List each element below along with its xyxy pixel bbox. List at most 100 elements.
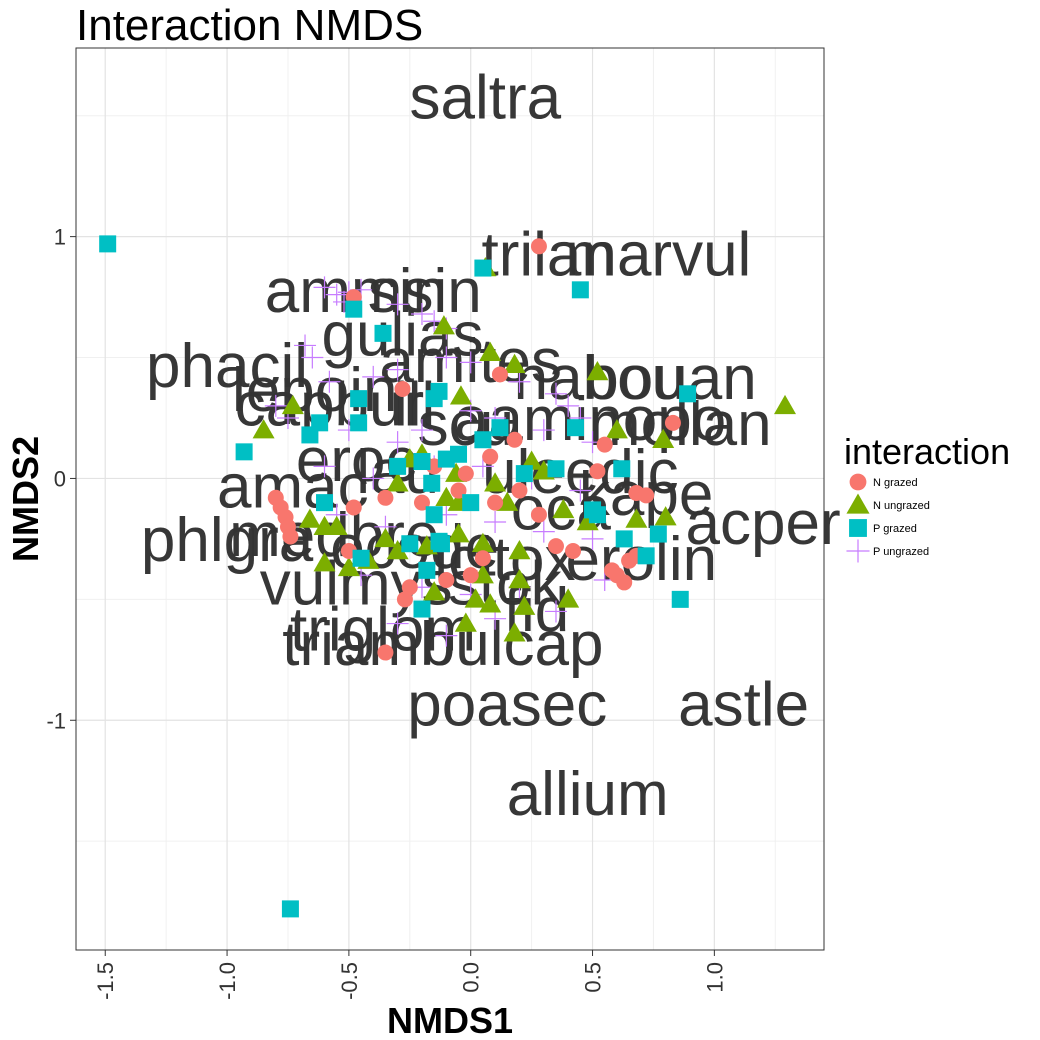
species-label-trilan: trilan: [481, 221, 615, 290]
point-n-ungrazed: [464, 588, 487, 608]
point-p-ungrazed: [557, 394, 580, 417]
point-n-ungrazed: [298, 508, 321, 528]
point-n-grazed: [511, 482, 528, 499]
point-p-ungrazed: [544, 382, 567, 405]
species-label-allium: allium: [507, 760, 669, 829]
point-p-grazed: [235, 443, 253, 461]
point-n-grazed: [282, 528, 299, 545]
point-n-grazed: [565, 542, 582, 559]
point-p-grazed: [615, 530, 633, 548]
point-p-grazed: [352, 549, 370, 567]
point-n-ungrazed: [605, 419, 628, 439]
point-p-grazed: [423, 474, 441, 492]
point-p-grazed: [450, 445, 468, 463]
point-p-grazed: [547, 460, 565, 478]
point-p-grazed: [316, 494, 334, 512]
point-p-grazed: [571, 281, 589, 299]
species-label-ammsin: ammsin: [265, 257, 482, 326]
point-p-ungrazed: [581, 527, 604, 550]
point-n-ungrazed: [484, 472, 507, 492]
point-n-grazed: [506, 431, 523, 448]
x-tick-label: 0.0: [459, 962, 484, 993]
point-n-ungrazed: [432, 315, 455, 335]
point-n-ungrazed: [625, 508, 648, 528]
point-p-grazed: [637, 547, 655, 565]
point-n-ungrazed: [552, 498, 575, 519]
legend-key-n-ungrazed: [846, 493, 870, 514]
point-p-grazed: [345, 300, 363, 318]
point-p-grazed: [671, 590, 689, 608]
y-axis-ticks: -1 0 1: [46, 225, 76, 733]
x-tick-label: -1.5: [93, 962, 118, 1000]
point-p-ungrazed: [386, 612, 409, 635]
point-p-ungrazed: [410, 419, 433, 442]
point-n-ungrazed: [479, 593, 502, 613]
species-label-triamb: triamb: [282, 610, 454, 679]
point-p-ungrazed: [313, 276, 336, 299]
point-n-ungrazed: [652, 428, 675, 449]
point-p-ungrazed: [313, 455, 336, 478]
point-p-grazed: [679, 385, 697, 403]
legend-item-n-grazed: N grazed: [849, 473, 918, 491]
point-n-ungrazed: [503, 622, 526, 642]
legend-entries: N grazed N ungrazed P grazed P ungrazed: [846, 473, 930, 563]
legend-item-n-ungrazed: N ungrazed: [846, 493, 930, 514]
point-p-ungrazed: [484, 510, 507, 533]
legend-title: interaction: [844, 431, 1010, 472]
point-p-ungrazed: [544, 600, 567, 623]
species-label-bulcap: bulcap: [421, 610, 604, 679]
point-n-grazed: [621, 552, 638, 569]
point-p-ungrazed: [362, 365, 385, 388]
point-n-grazed: [462, 567, 479, 584]
point-p-grazed: [425, 506, 443, 524]
legend-label-n-ungrazed: N ungrazed: [873, 500, 930, 512]
point-p-grazed: [350, 414, 368, 432]
legend: interaction N grazed N ungrazed P grazed P …: [844, 431, 1010, 563]
point-n-ungrazed: [576, 510, 599, 531]
point-n-ungrazed: [337, 556, 360, 577]
plot-border: [75, 47, 825, 951]
point-n-grazed: [616, 574, 633, 591]
point-p-ungrazed: [264, 394, 287, 417]
point-n-grazed: [377, 489, 394, 506]
point-p-ungrazed: [435, 346, 458, 369]
point-p-ungrazed: [386, 293, 409, 316]
point-n-grazed: [589, 463, 606, 480]
point-p-grazed: [515, 465, 533, 483]
point-p-ungrazed: [410, 303, 433, 326]
point-p-grazed: [430, 532, 448, 550]
legend-label-n-grazed: N grazed: [873, 477, 918, 489]
y-tick-label: -1: [46, 708, 66, 733]
point-n-ungrazed: [479, 341, 502, 361]
point-n-ungrazed: [386, 539, 409, 560]
species-label-phacil: phacil: [146, 332, 308, 401]
point-n-ungrazed: [654, 506, 677, 526]
point-n-ungrazed: [386, 472, 409, 492]
point-p-grazed: [413, 600, 431, 618]
x-tick-label: -0.5: [337, 962, 362, 1000]
point-p-ungrazed: [435, 624, 458, 647]
point-p-grazed: [474, 259, 492, 277]
point-n-ungrazed: [447, 523, 470, 543]
x-tick-label: 1.0: [702, 962, 727, 993]
legend-key-p-ungrazed: [846, 539, 870, 563]
x-tick-label: -1.0: [215, 962, 240, 1000]
point-p-grazed: [613, 460, 631, 478]
point-n-ungrazed: [435, 486, 458, 507]
legend-item-p-grazed: P grazed: [849, 519, 917, 537]
point-n-ungrazed: [503, 353, 526, 374]
species-label-marvul: marvul: [565, 221, 751, 290]
point-p-ungrazed: [294, 334, 317, 357]
point-p-ungrazed: [362, 467, 385, 490]
point-n-ungrazed: [471, 532, 494, 552]
point-n-grazed: [457, 465, 474, 482]
legend-label-p-grazed: P grazed: [873, 523, 917, 535]
series-p-grazed: [99, 235, 697, 918]
point-p-grazed: [462, 494, 480, 512]
point-p-grazed: [588, 506, 606, 524]
point-n-ungrazed: [513, 595, 536, 615]
point-n-grazed: [438, 572, 455, 589]
x-axis-ticks: -1.5 -1.0 -0.5 0.0 0.5 1.0: [93, 950, 727, 1000]
point-n-ungrazed: [557, 588, 580, 608]
